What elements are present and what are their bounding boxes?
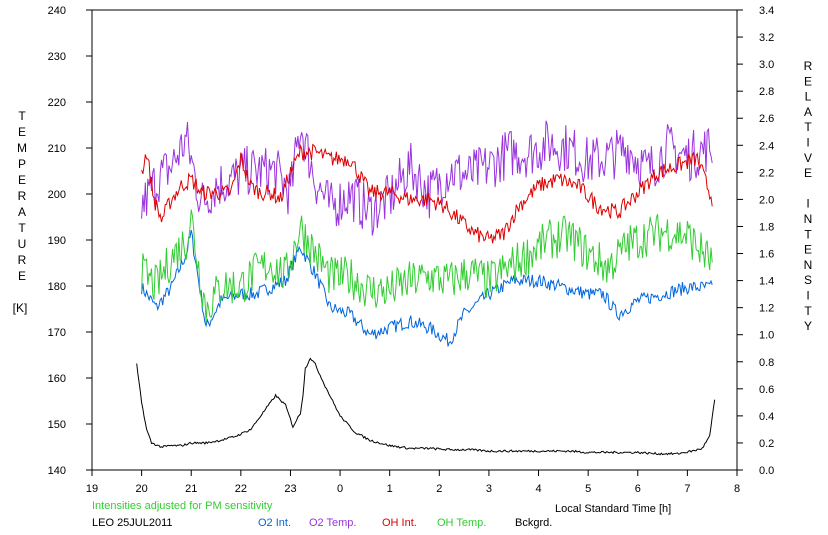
y-left-tick-label: 210: [48, 143, 66, 155]
x-tick-label: 0: [337, 483, 343, 495]
y-right-title-letter: I: [806, 136, 809, 150]
x-tick-label: 5: [585, 483, 591, 495]
x-tick-label: 21: [185, 483, 197, 495]
y-left-title-letter: U: [18, 237, 27, 251]
x-tick-label: 22: [235, 483, 247, 495]
y-right-tick-label: 2.0: [759, 194, 774, 206]
y-right-title-letter: T: [804, 304, 812, 318]
y-left-tick-label: 150: [48, 419, 66, 431]
y-left-title-letter: M: [17, 141, 27, 155]
y-right-tick-label: 0.0: [759, 465, 774, 477]
y-axis-right: 0.0 0.2 0.4 0.6 0.8 1.0 1.2 1.4 1.6 1.8 2.0 2.2 2.4 2…: [737, 5, 774, 477]
y-left-tick-label: 140: [48, 465, 66, 477]
y-left-title-letter: T: [18, 221, 26, 235]
y-right-tick-label: 3.4: [759, 5, 774, 17]
series-line-bckgrd: [136, 357, 716, 456]
y-right-title-letter: Y: [804, 319, 812, 333]
x-axis: 19 20 21 22 23 0 1 2 3 4 5 6 7 8: [86, 470, 740, 495]
x-tick-label: 4: [535, 483, 541, 495]
y-right-title-letter: L: [805, 90, 812, 104]
y-left-title-letter: R: [18, 189, 27, 203]
y-right-tick-label: 0.2: [759, 438, 774, 450]
y-left-tick-label: 230: [48, 51, 66, 63]
y-axis-left: 140 150 160 170 180 190 200 210 220 230 240: [48, 5, 92, 477]
x-axis-title: Local Standard Time [h]: [555, 503, 671, 515]
y-right-title-letter: I: [806, 289, 809, 303]
y-right-tick-label: 0.8: [759, 357, 774, 369]
x-tick-label: 20: [135, 483, 147, 495]
legend-o2-int: O2 Int.: [258, 517, 291, 529]
y-right-tick-label: 1.6: [759, 249, 774, 261]
y-right-tick-label: 0.4: [759, 411, 774, 423]
series-line-oh-temp: [141, 209, 713, 323]
y-left-title-letter: E: [18, 269, 26, 283]
legend-o2-temp: O2 Temp.: [309, 517, 357, 529]
y-left-tick-label: 180: [48, 281, 66, 293]
x-tick-label: 8: [734, 483, 740, 495]
y-right-tick-label: 2.4: [759, 140, 774, 152]
y-right-tick-label: 1.2: [759, 303, 774, 315]
y-right-tick-label: 2.8: [759, 86, 774, 98]
series-group: [136, 120, 716, 456]
y-right-tick-label: 0.6: [759, 384, 774, 396]
y-left-title-letter: T: [18, 109, 26, 123]
y-right-tick-label: 2.2: [759, 167, 774, 179]
series-line-o2-temp: [141, 120, 713, 236]
series-line-o2-int: [141, 229, 713, 347]
y-left-title-letter: R: [18, 253, 27, 267]
y-left-tick-label: 170: [48, 327, 66, 339]
y-right-title-letter: S: [804, 273, 812, 287]
sensitivity-note: Intensities adjusted for PM sensitivity: [92, 500, 273, 512]
x-tick-label: 3: [486, 483, 492, 495]
y-right-title-letter: E: [804, 166, 812, 180]
series-line-oh-int: [141, 143, 713, 244]
y-left-tick-label: 190: [48, 235, 66, 247]
x-tick-label: 19: [86, 483, 98, 495]
y-right-tick-label: 1.8: [759, 221, 774, 233]
x-tick-label: 1: [387, 483, 393, 495]
y-left-tick-label: 240: [48, 5, 66, 17]
y-right-title-letter: I: [806, 197, 809, 211]
legend-oh-int: OH Int.: [382, 517, 417, 529]
y-right-title-letter: N: [804, 258, 813, 272]
y-left-tick-label: 160: [48, 373, 66, 385]
y-right-tick-label: 1.4: [759, 276, 774, 288]
y-right-title-letter: T: [804, 227, 812, 241]
x-tick-label: 6: [635, 483, 641, 495]
y-right-tick-label: 3.0: [759, 59, 774, 71]
y-right-title-letter: R: [804, 59, 813, 73]
x-tick-label: 2: [436, 483, 442, 495]
y-left-title-letter: E: [18, 125, 26, 139]
y-right-tick-label: 3.2: [759, 32, 774, 44]
y-left-tick-label: 200: [48, 189, 66, 201]
legend-oh-temp: OH Temp.: [437, 517, 486, 529]
y-right-tick-label: 2.6: [759, 113, 774, 125]
y-left-unit: [K]: [13, 301, 28, 315]
y-right-title-letter: A: [804, 105, 812, 119]
y-left-title-letter: P: [18, 157, 26, 171]
legend-bckgrd: Bckgrd.: [515, 517, 552, 529]
y-left-title-letter: A: [18, 205, 26, 219]
y-left-title-letter: E: [18, 173, 26, 187]
y-right-title-letter: E: [804, 74, 812, 88]
y-right-title-letter: T: [804, 120, 812, 134]
y-right-title-letter: V: [804, 151, 812, 165]
y-left-tick-label: 220: [48, 97, 66, 109]
y-right-tick-label: 1.0: [759, 330, 774, 342]
y-right-title-letter: E: [804, 243, 812, 257]
station-label: LEO 25JUL2011: [92, 517, 173, 529]
x-tick-label: 23: [284, 483, 296, 495]
x-tick-label: 7: [684, 483, 690, 495]
y-right-title-letter: N: [804, 212, 813, 226]
